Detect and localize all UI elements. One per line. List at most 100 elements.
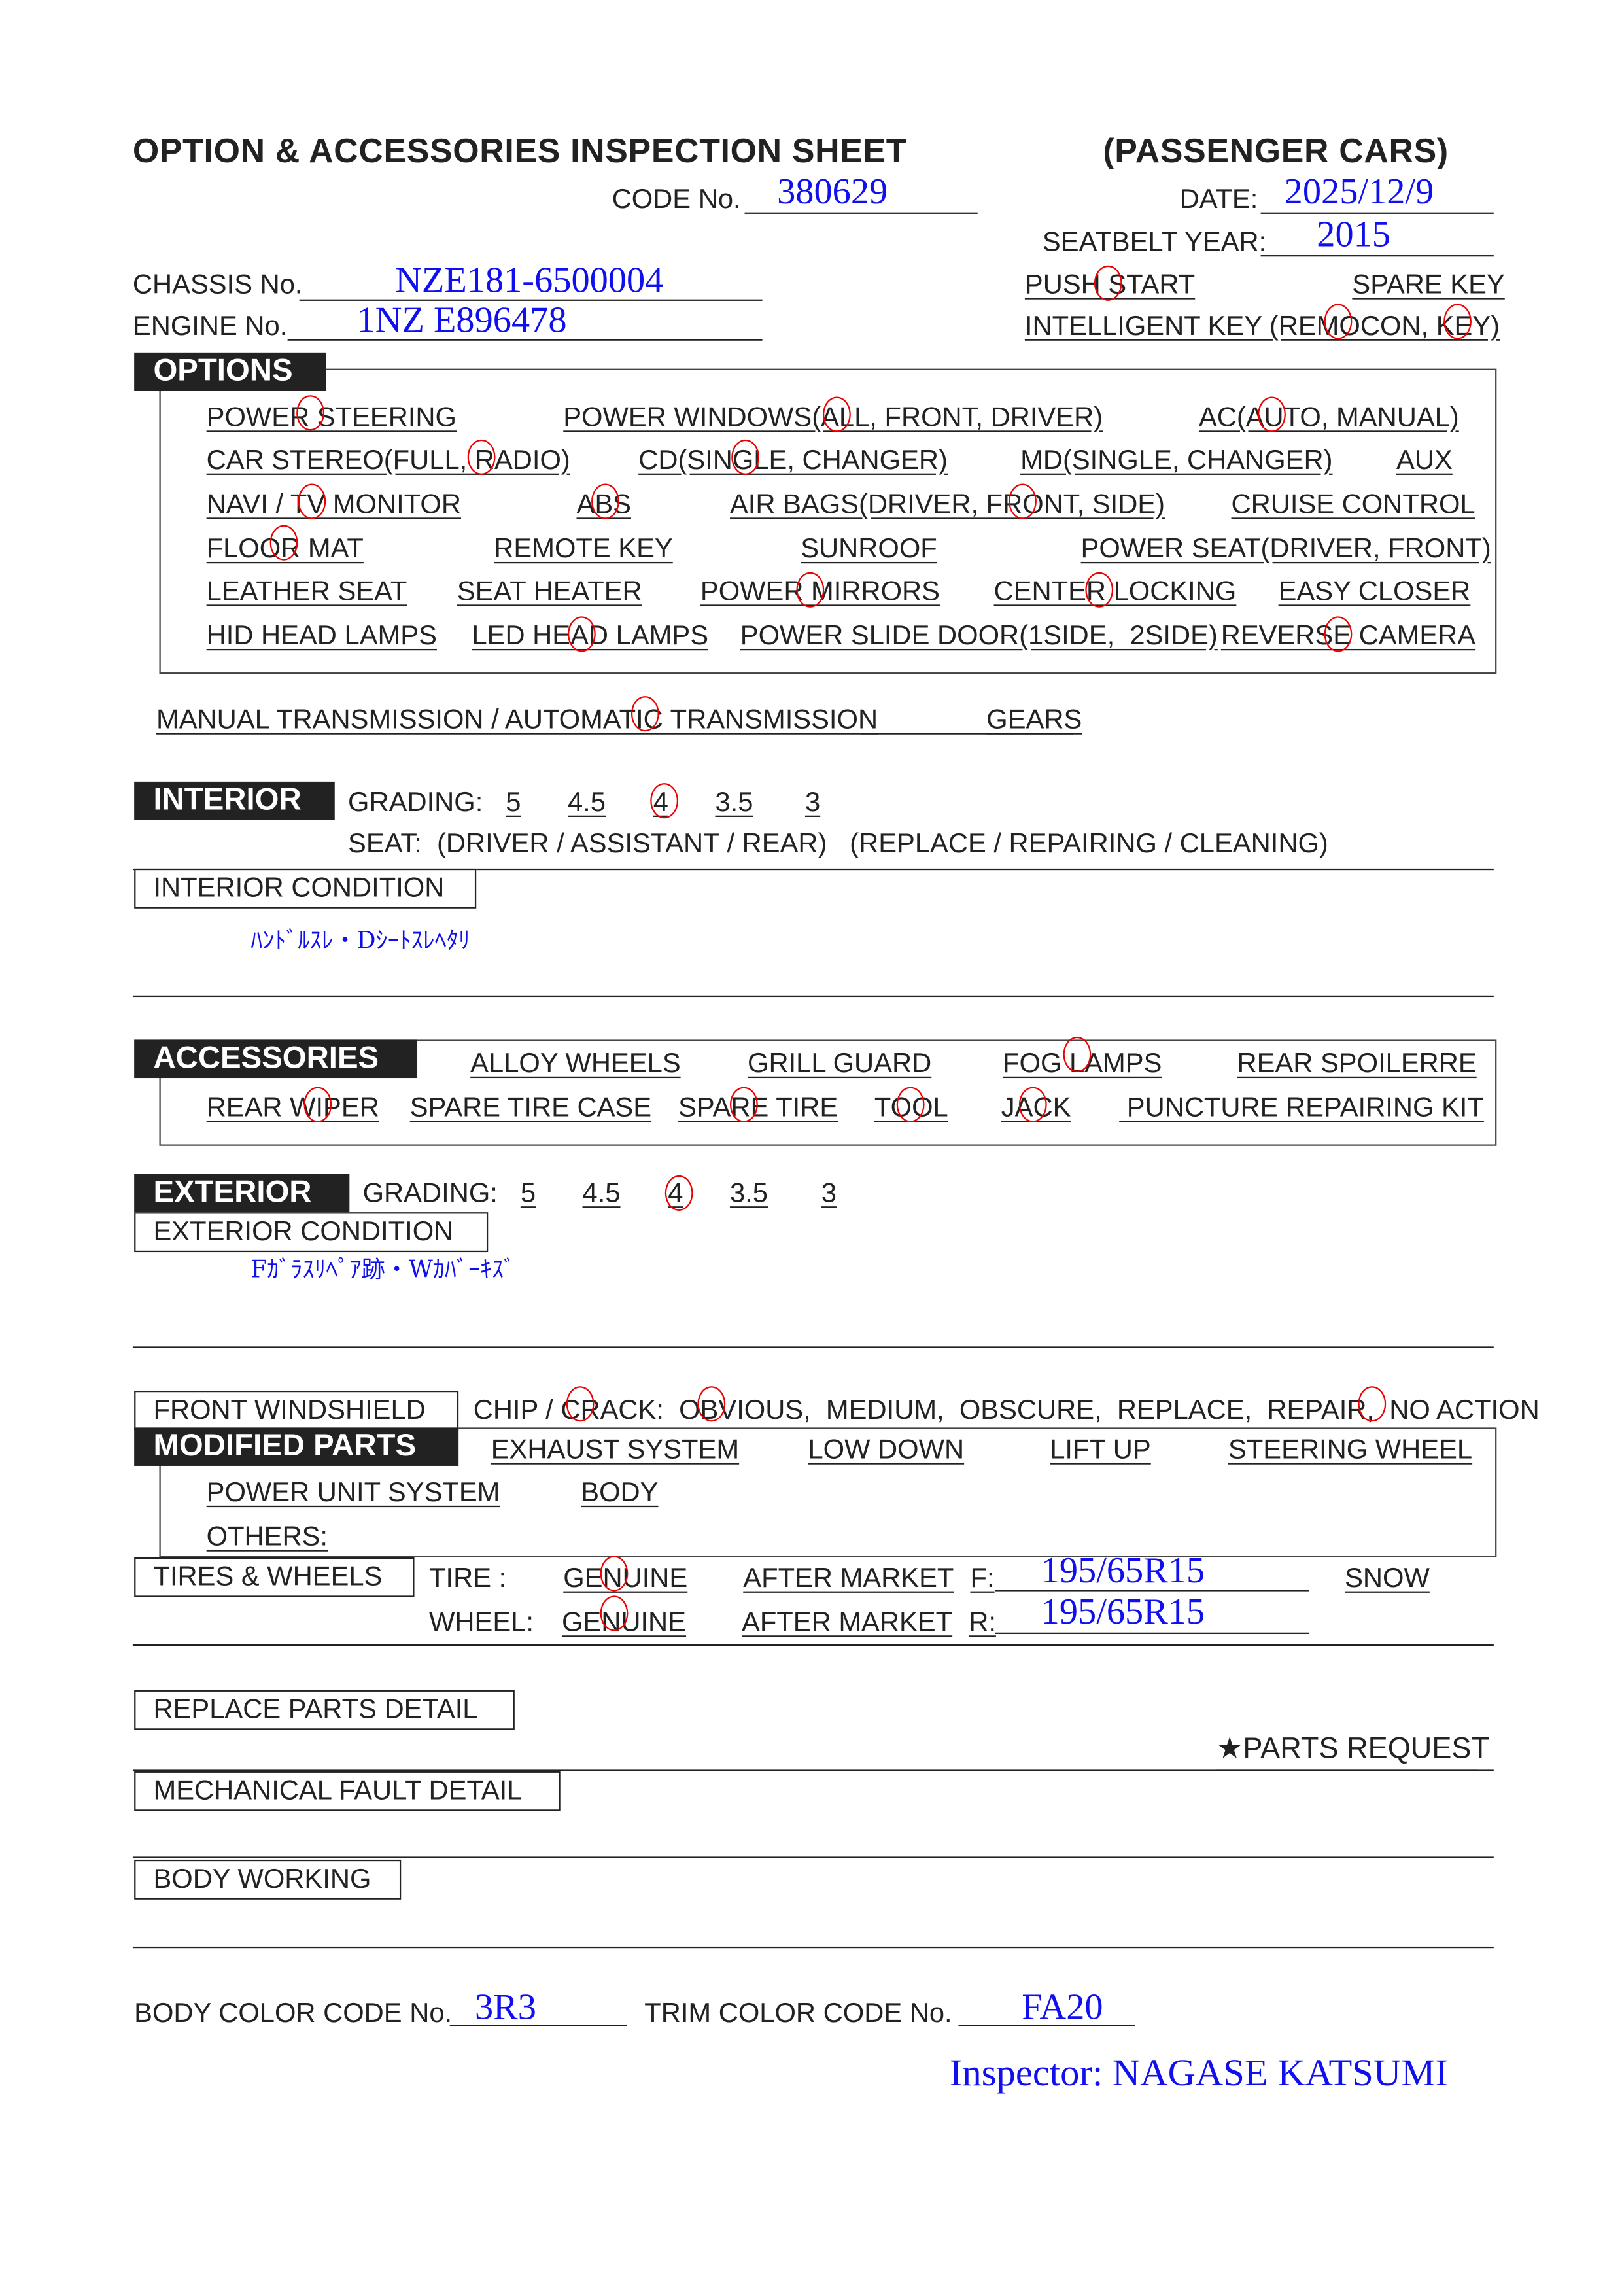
selection-circle xyxy=(731,439,759,475)
options-box xyxy=(159,368,1497,674)
rule-line xyxy=(995,1590,1309,1592)
interior-grade: 3 xyxy=(804,786,821,817)
selection-circle xyxy=(565,1386,594,1422)
exterior-grade: 3 xyxy=(821,1177,837,1208)
selection-circle xyxy=(1256,396,1285,432)
rule-line xyxy=(132,1644,1494,1646)
rule-line xyxy=(449,2025,627,2026)
rule-line xyxy=(132,1346,1494,1348)
options-heading: OPTIONS xyxy=(134,352,326,391)
modified-part-item: LOW DOWN xyxy=(808,1433,965,1465)
selection-circle xyxy=(697,1386,725,1422)
rule-line xyxy=(287,339,763,341)
accessory-item: PUNCTURE REPAIRING KIT xyxy=(1119,1091,1484,1122)
rule-line xyxy=(744,212,978,214)
rule-line xyxy=(299,299,763,301)
selection-circle xyxy=(664,1175,693,1211)
interior-grade: 4.5 xyxy=(567,786,606,817)
option-item: POWER SLIDE DOOR(1SIDE, 2SIDE) xyxy=(740,619,1218,651)
option-item: MD(SINGLE, CHANGER) xyxy=(1020,444,1333,475)
mechanical-fault-label: MECHANICAL FAULT DETAIL xyxy=(134,1771,561,1811)
tire-after-market: AFTER MARKET xyxy=(743,1561,954,1593)
option-item: NAVI / TV MONITOR xyxy=(206,488,461,519)
option-item: CD(SINGLE, CHANGER) xyxy=(638,444,948,475)
parts-request-label: ★PARTS REQUEST xyxy=(1216,1733,1490,1765)
selection-circle xyxy=(1007,483,1036,519)
option-item: CENTER LOCKING xyxy=(993,575,1237,606)
body-color-value: 3R3 xyxy=(474,1988,536,2028)
selection-circle xyxy=(1323,304,1352,339)
selection-circle xyxy=(1323,616,1352,652)
interior-grade: 3.5 xyxy=(715,786,753,817)
selection-circle xyxy=(795,572,824,608)
modified-part-item: OTHERS: xyxy=(206,1520,328,1552)
exterior-heading: EXTERIOR xyxy=(134,1174,350,1213)
option-item: AIR BAGS(DRIVER, FRONT, SIDE) xyxy=(729,488,1165,519)
option-item: SEAT HEATER xyxy=(457,575,642,606)
modified-part-item: BODY xyxy=(581,1476,659,1508)
option-item: AUX xyxy=(1396,444,1453,475)
vehicle-category: (PASSENGER CARS) xyxy=(1103,131,1449,170)
rule-line xyxy=(132,1856,1494,1858)
push-start-option: PUSH START xyxy=(1024,268,1196,300)
intelligent-key-option: INTELLIGENT KEY (REMOCON, KEY) xyxy=(1024,309,1500,341)
code-value: 380629 xyxy=(777,172,888,213)
rear-size-label: R: xyxy=(969,1606,996,1637)
seatbelt-value: 2015 xyxy=(1317,215,1390,256)
option-item: POWER WINDOWS(ALL, FRONT, DRIVER) xyxy=(563,401,1103,432)
rear-size-value: 195/65R15 xyxy=(1041,1592,1205,1633)
option-item: CAR STEREO(FULL, RADIO) xyxy=(206,444,570,475)
interior-grading-label: GRADING: xyxy=(348,786,483,817)
option-item: SUNROOF xyxy=(801,532,937,564)
rule-line xyxy=(958,2025,1135,2026)
modified-part-item: POWER UNIT SYSTEM xyxy=(206,1476,500,1508)
snow-option: SNOW xyxy=(1345,1561,1430,1593)
rule-line xyxy=(132,868,1494,871)
trim-color-label: TRIM COLOR CODE No. xyxy=(644,1996,952,2028)
selection-circle xyxy=(590,483,619,519)
selection-circle xyxy=(729,1087,757,1122)
date-value: 2025/12/9 xyxy=(1284,172,1434,213)
trim-color-value: FA20 xyxy=(1022,1988,1103,2028)
interior-condition-note: ﾊﾝﾄﾞﾙｽﾚ・Dｼｰﾄｽﾚﾍﾀﾘ xyxy=(250,926,470,954)
exterior-grade: 5 xyxy=(520,1177,536,1208)
selection-circle xyxy=(1357,1386,1386,1422)
selection-circle xyxy=(1062,1036,1091,1073)
body-color-label: BODY COLOR CODE No. xyxy=(134,1996,453,2028)
interior-condition-label: INTERIOR CONDITION xyxy=(134,868,477,909)
selection-circle xyxy=(821,396,850,432)
rule-line xyxy=(132,1946,1494,1949)
inspector-name: Inspector: NAGASE KATSUMI xyxy=(949,2051,1448,2095)
modified-parts-box xyxy=(159,1427,1497,1557)
accessories-heading: ACCESSORIES xyxy=(134,1039,418,1079)
windshield-label: FRONT WINDSHIELD xyxy=(134,1390,459,1431)
seat-options: SEAT: (DRIVER / ASSISTANT / REAR) (REPLA… xyxy=(348,827,1328,859)
selection-circle xyxy=(1084,572,1113,608)
accessory-item: SPARE TIRE CASE xyxy=(409,1091,652,1122)
date-label: DATE: xyxy=(1179,183,1258,214)
modified-part-item: EXHAUST SYSTEM xyxy=(491,1433,740,1465)
option-item: POWER SEAT(DRIVER, FRONT) xyxy=(1080,532,1491,564)
exterior-grade: 4.5 xyxy=(582,1177,621,1208)
replace-parts-label: REPLACE PARTS DETAIL xyxy=(134,1690,515,1730)
option-item: LEATHER SEAT xyxy=(206,575,407,606)
selection-circle xyxy=(599,1556,628,1592)
engine-value: 1NZ E896478 xyxy=(356,300,567,341)
chassis-value: NZE181-6500004 xyxy=(395,261,664,301)
selection-circle xyxy=(649,783,678,819)
front-size-label: F: xyxy=(970,1561,995,1593)
accessory-item: ALLOY WHEELS xyxy=(470,1047,681,1079)
option-item: POWER MIRRORS xyxy=(700,575,940,606)
option-item: CRUISE CONTROL xyxy=(1231,488,1475,519)
option-item: HID HEAD LAMPS xyxy=(206,619,437,651)
wheel-after-market: AFTER MARKET xyxy=(742,1606,953,1637)
selection-circle xyxy=(1093,265,1122,301)
selection-circle xyxy=(599,1595,628,1631)
wheel-label: WHEEL: xyxy=(429,1606,534,1637)
spare-key-option: SPARE KEY xyxy=(1352,268,1505,300)
modified-part-item: STEERING WHEEL xyxy=(1228,1433,1473,1465)
interior-heading: INTERIOR xyxy=(134,781,335,820)
option-item: REMOTE KEY xyxy=(494,532,673,564)
code-label: CODE No. xyxy=(612,183,741,214)
